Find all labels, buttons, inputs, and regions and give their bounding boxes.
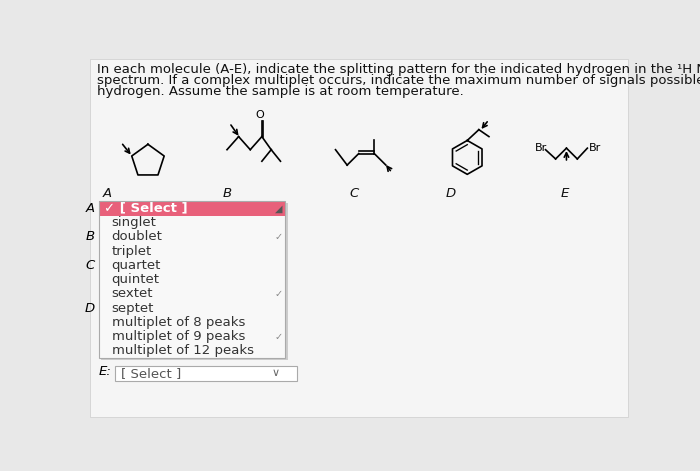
- Text: D: D: [446, 187, 456, 200]
- Text: ∨: ∨: [272, 368, 280, 378]
- Text: doublet: doublet: [111, 230, 162, 244]
- Text: C: C: [85, 259, 94, 272]
- Text: B: B: [223, 187, 232, 200]
- Text: quartet: quartet: [111, 259, 161, 272]
- Text: D: D: [84, 301, 95, 315]
- Text: C: C: [349, 187, 358, 200]
- Text: ✓: ✓: [275, 332, 283, 341]
- Text: triplet: triplet: [111, 244, 152, 258]
- Text: hydrogen. Assume the sample is at room temperature.: hydrogen. Assume the sample is at room t…: [97, 85, 463, 98]
- Text: spectrum. If a complex multiplet occurs, indicate the maximum number of signals : spectrum. If a complex multiplet occurs,…: [97, 74, 700, 87]
- Text: E: E: [560, 187, 568, 200]
- Text: ✓ [ Select ]: ✓ [ Select ]: [104, 202, 188, 215]
- Text: sextet: sextet: [111, 287, 153, 300]
- FancyBboxPatch shape: [90, 59, 628, 417]
- FancyBboxPatch shape: [99, 258, 285, 273]
- Text: Br: Br: [589, 143, 601, 153]
- FancyBboxPatch shape: [99, 244, 285, 258]
- Text: O: O: [256, 110, 264, 120]
- Text: multiplet of 8 peaks: multiplet of 8 peaks: [111, 316, 245, 329]
- FancyBboxPatch shape: [99, 230, 285, 244]
- Text: Br: Br: [535, 143, 547, 153]
- Text: ✓: ✓: [275, 289, 283, 299]
- Text: ✓: ✓: [275, 232, 283, 242]
- FancyBboxPatch shape: [99, 315, 285, 330]
- Text: multiplet of 12 peaks: multiplet of 12 peaks: [111, 344, 253, 357]
- Text: [ Select ]: [ Select ]: [121, 367, 181, 380]
- FancyBboxPatch shape: [99, 301, 285, 315]
- FancyBboxPatch shape: [99, 201, 285, 216]
- FancyBboxPatch shape: [99, 216, 285, 230]
- Text: septet: septet: [111, 301, 154, 315]
- FancyBboxPatch shape: [99, 330, 285, 344]
- Text: A: A: [85, 202, 94, 215]
- Text: E:: E:: [99, 365, 112, 378]
- FancyBboxPatch shape: [99, 287, 285, 301]
- Text: ◢: ◢: [275, 203, 283, 213]
- FancyBboxPatch shape: [115, 365, 297, 381]
- Text: A: A: [103, 187, 112, 200]
- Text: In each molecule (A-E), indicate the splitting pattern for the indicated hydroge: In each molecule (A-E), indicate the spl…: [97, 64, 700, 76]
- FancyBboxPatch shape: [99, 273, 285, 287]
- Text: quintet: quintet: [111, 273, 160, 286]
- Text: singlet: singlet: [111, 216, 156, 229]
- FancyBboxPatch shape: [99, 344, 285, 358]
- Text: B: B: [85, 230, 94, 244]
- FancyBboxPatch shape: [101, 203, 288, 359]
- Text: multiplet of 9 peaks: multiplet of 9 peaks: [111, 330, 245, 343]
